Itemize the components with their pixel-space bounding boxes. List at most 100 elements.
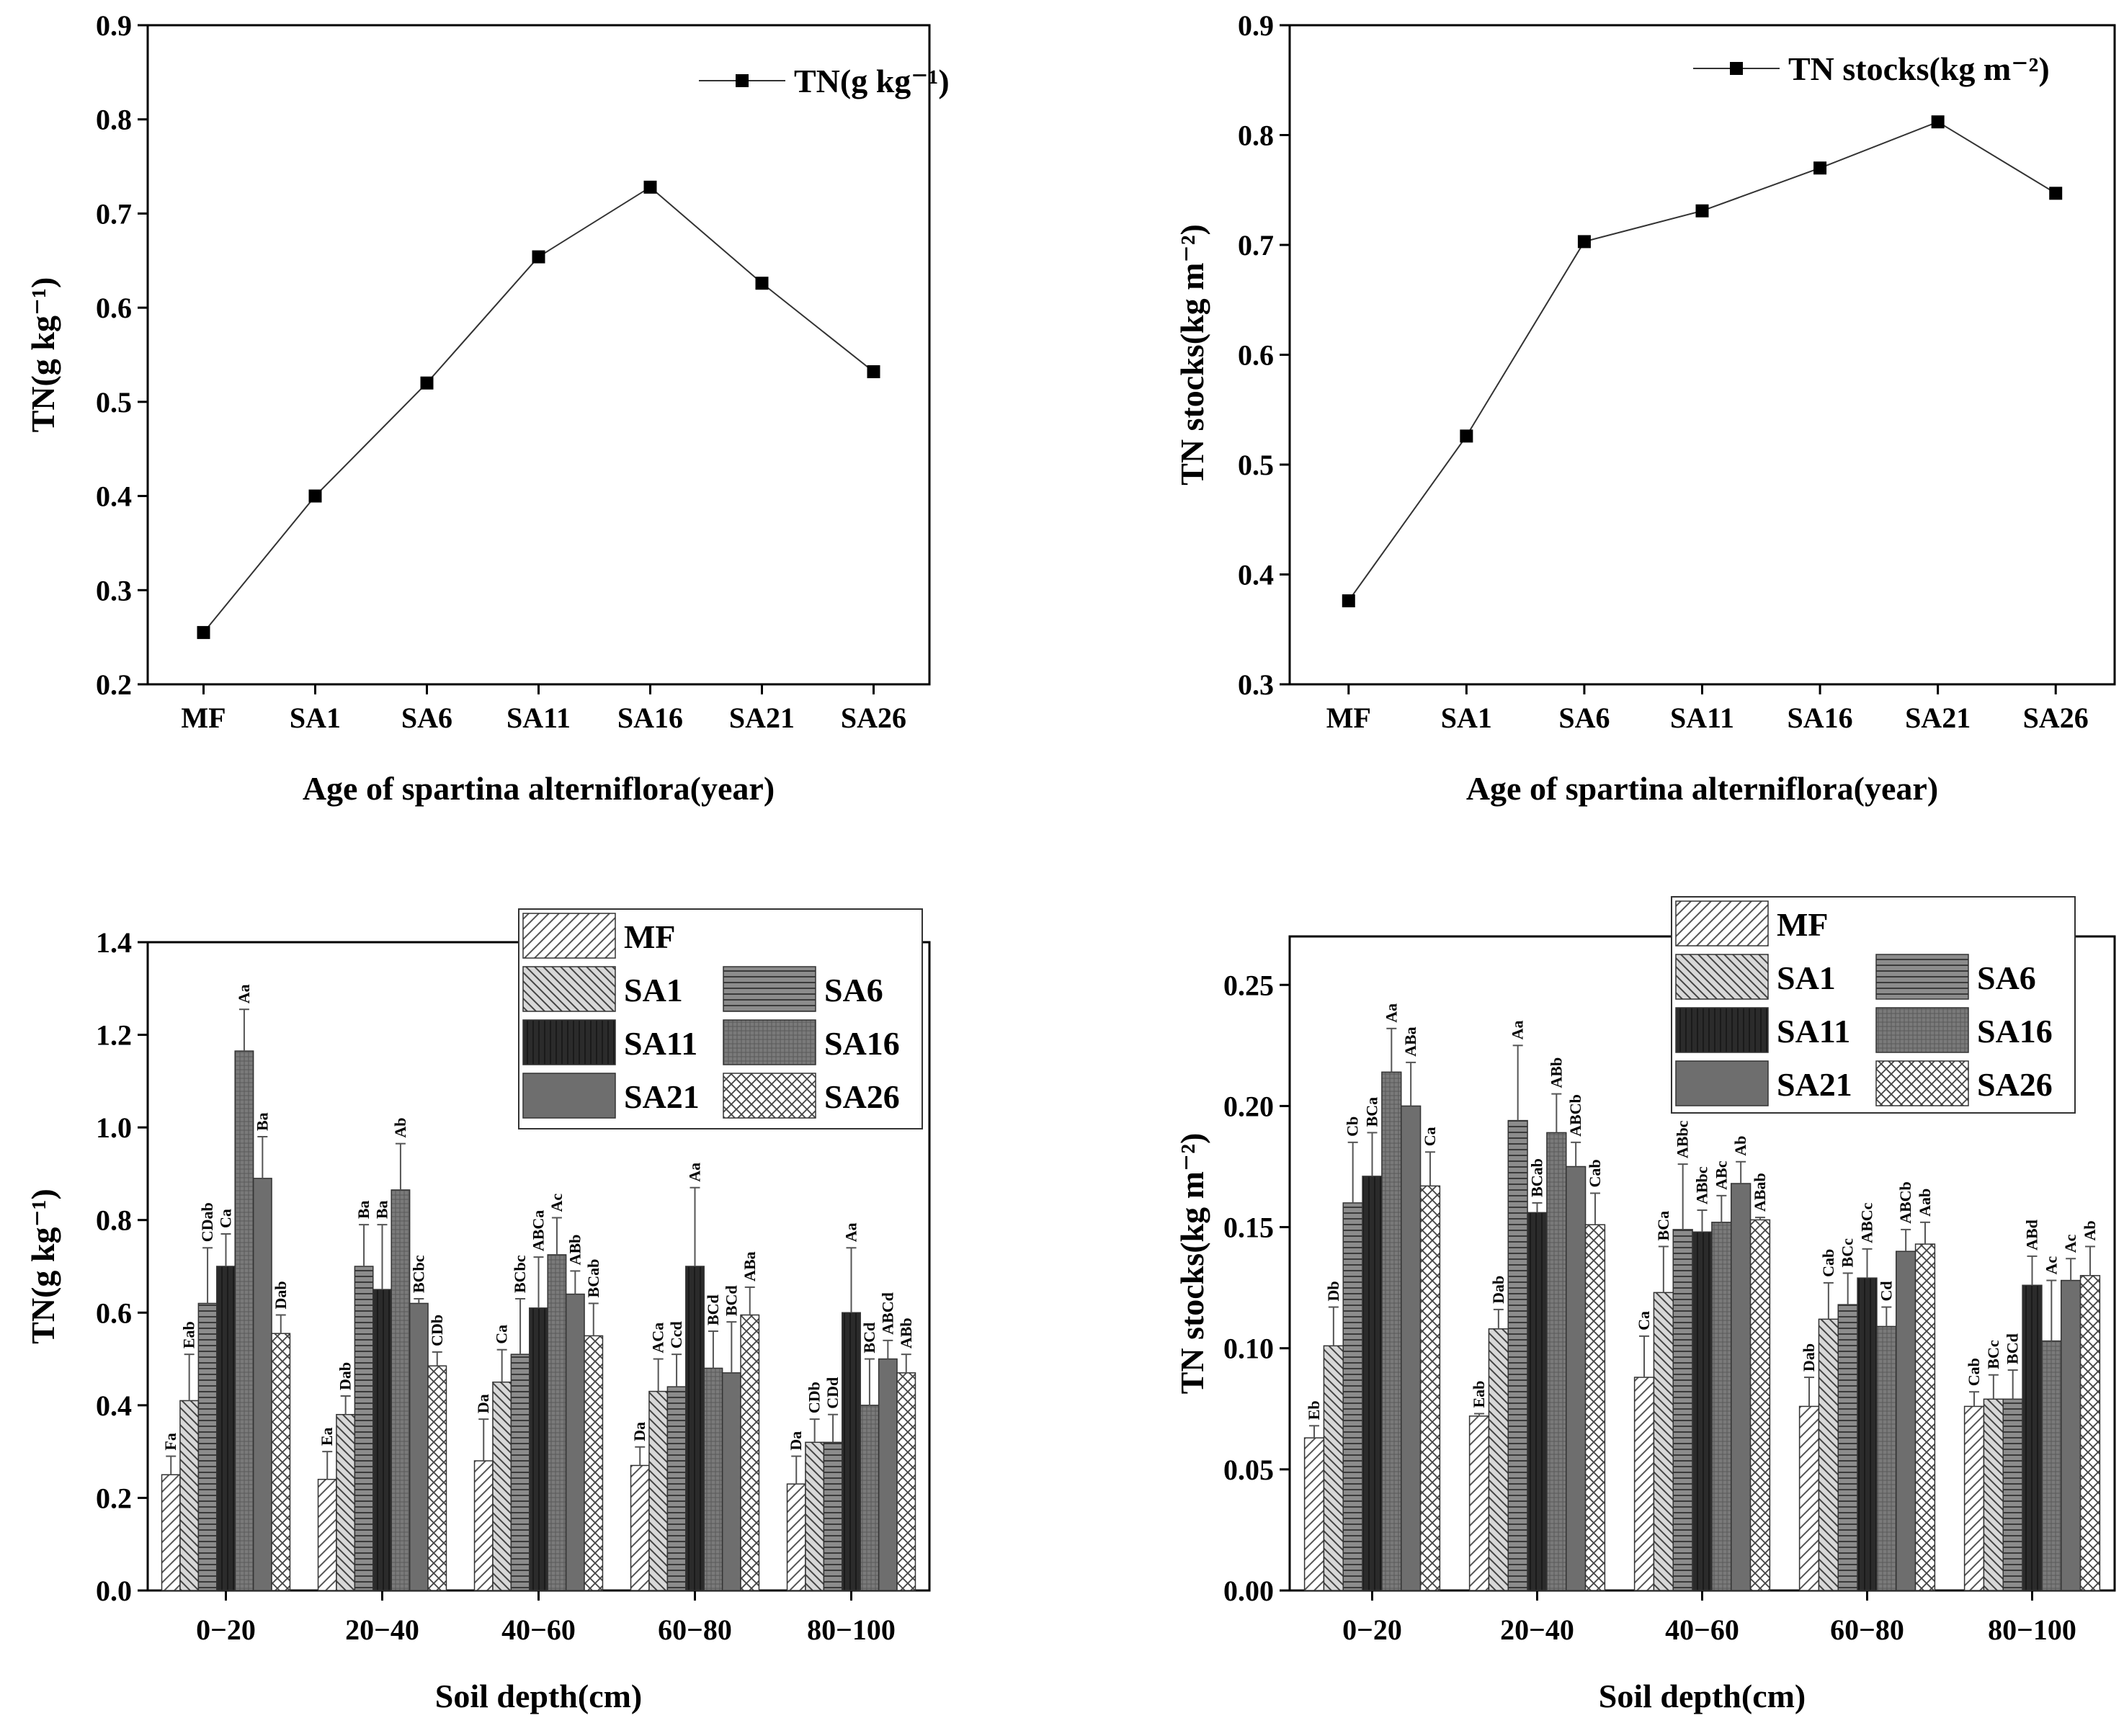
bar-sa26-60-80 [740,1314,760,1591]
significance-label: Eab [180,1321,198,1348]
x-tick-label-0-20: 0−20 [196,1614,256,1646]
y-tick-label: 0.3 [1238,668,1274,701]
y-tick-label: 0.25 [1223,969,1274,1001]
bar-sa26-0-20 [271,1333,291,1591]
significance-label: Dab [1800,1343,1818,1372]
significance-label: CDb [806,1382,824,1413]
panel-c-tn-depth-bar-chart: 0.0 0.2 0.4 0.6 0.8 1.0 1.2 1.4 0−20 20−40 40−60 60… [24,908,931,1714]
x-axis-title: Age of spartina alterniflora(year) [1466,770,1938,807]
significance-label: Aa [1382,1003,1400,1023]
x-tick-label-20-40: 20−40 [1500,1614,1574,1646]
significance-label: Eb [1305,1400,1323,1420]
x-tick-label-sa6: SA6 [401,702,452,734]
panel-a-tn-line-chart: 0.2 0.3 0.4 0.5 0.6 0.7 0.8 0.9 MF SA1 SA6 SA11 SA16… [24,9,950,807]
significance-label: Dab [336,1362,354,1390]
data-point-sa16 [1813,161,1827,175]
bar-sa11-0-20 [216,1266,236,1591]
significance-label: ABa [1401,1026,1419,1057]
series-sa1: Eab Dab Ca ACa CDb [179,1321,825,1591]
y-tick-label: 0.15 [1223,1212,1274,1244]
y-tick-label: 0.5 [1238,449,1274,481]
legend-label-sa21: SA21 [1777,1066,1852,1103]
bar-sa11-40-60 [529,1307,548,1591]
significance-label: ABbc [1693,1166,1711,1204]
significance-label: Da [474,1394,492,1413]
significance-label: BCa [1363,1097,1381,1127]
bar-mf-60-80 [630,1464,650,1591]
bar-sa21-20-40 [1565,1165,1587,1591]
data-point-mf [197,626,210,640]
x-tick-label-sa16: SA16 [1788,702,1853,734]
y-axis-title: TN stocks(kg m⁻²) [1174,224,1210,486]
series-line [1347,121,2056,601]
data-point-sa11 [532,250,545,264]
significance-label: BCbc [511,1255,529,1293]
legend-label-mf: MF [624,918,676,955]
series-sa11: BCa BCab ABbc ABCc ABd [1362,1097,2043,1591]
legend-marker [1730,62,1743,75]
panel-d-tn-stocks-depth-bar-chart: 0.00 0.05 0.10 0.15 0.20 0.25 0−20 20−40 40−60 60… [1174,896,2116,1714]
significance-label: Ac [548,1194,566,1212]
x-tick-label-sa16: SA16 [617,702,683,734]
bar-sa11-20-40 [372,1289,392,1591]
bar-sa1-20-40 [336,1413,356,1591]
significance-label: BCd [2004,1333,2022,1364]
significance-label: Cab [1965,1358,1983,1386]
bar-sa6-80-100 [2002,1398,2023,1591]
bar-sa6-80-100 [823,1441,843,1591]
significance-label: ABb [566,1235,584,1266]
x-tick-label-60-80: 60−80 [658,1614,732,1646]
legend-swatch-sa11 [522,1019,616,1065]
legend-swatch-sa26 [1875,1060,1969,1106]
series-sa11: Ca Ba ABCa Aa Aa [216,1163,861,1591]
series-sa21: ABa ABCb Ab ABCb Ac [1400,1026,2081,1591]
significance-label: ABCc [1858,1202,1876,1243]
bar-sa11-60-80 [1857,1277,1878,1591]
significance-label: Ccd [667,1321,685,1348]
bar-sa6-0-20 [1342,1202,1363,1591]
significance-label: Da [630,1422,648,1441]
x-tick-label-sa1: SA1 [290,702,341,734]
data-point-sa21 [1931,115,1945,129]
legend-swatch-mf [1675,900,1769,947]
significance-label: ABCb [1566,1094,1584,1137]
significance-label: Ca [493,1325,511,1344]
y-tick-label: 1.2 [96,1019,132,1052]
bar-sa16-0-20 [1381,1071,1402,1591]
significance-label: BCc [1984,1340,2002,1369]
significance-label: ABd [2023,1220,2041,1250]
legend-label-sa11: SA11 [624,1025,697,1062]
legend-label-sa21: SA21 [624,1078,700,1115]
bar-sa16-80-100 [860,1405,880,1591]
y-tick-label: 0.4 [96,480,132,513]
bar-mf-80-100 [1963,1405,1985,1591]
significance-label: BCd [704,1294,722,1325]
x-tick-label-sa26: SA26 [2023,702,2089,734]
bar-sa21-40-60 [565,1293,585,1591]
significance-label: Cb [1344,1117,1362,1137]
bar-mf-40-60 [473,1460,494,1591]
significance-label: BCab [1528,1158,1546,1197]
significance-label: ABb [897,1317,915,1348]
legend-label-sa16: SA16 [1977,1013,2053,1050]
bar-sa1-20-40 [1488,1328,1509,1591]
bar-sa26-40-60 [1749,1219,1771,1591]
bar-sa21-80-100 [2060,1279,2081,1591]
bar-sa11-80-100 [842,1312,861,1591]
bar-sa21-80-100 [878,1358,898,1591]
bar-mf-20-40 [317,1478,337,1591]
significance-label: BCbc [409,1255,427,1293]
bar-mf-0-20 [161,1474,181,1591]
significance-label: Ab [2081,1220,2099,1240]
series-sa26: Ca Cab ABab Aab Ab [1419,1127,2101,1591]
significance-label: BCd [722,1285,740,1316]
y-tick-label: 0.6 [1238,339,1274,372]
data-point-sa11 [1695,204,1709,218]
bar-sa16-60-80 [703,1367,723,1591]
bar-sa21-0-20 [1400,1105,1422,1591]
bar-sa11-0-20 [1362,1176,1383,1591]
legend-swatch-sa6 [723,966,816,1012]
